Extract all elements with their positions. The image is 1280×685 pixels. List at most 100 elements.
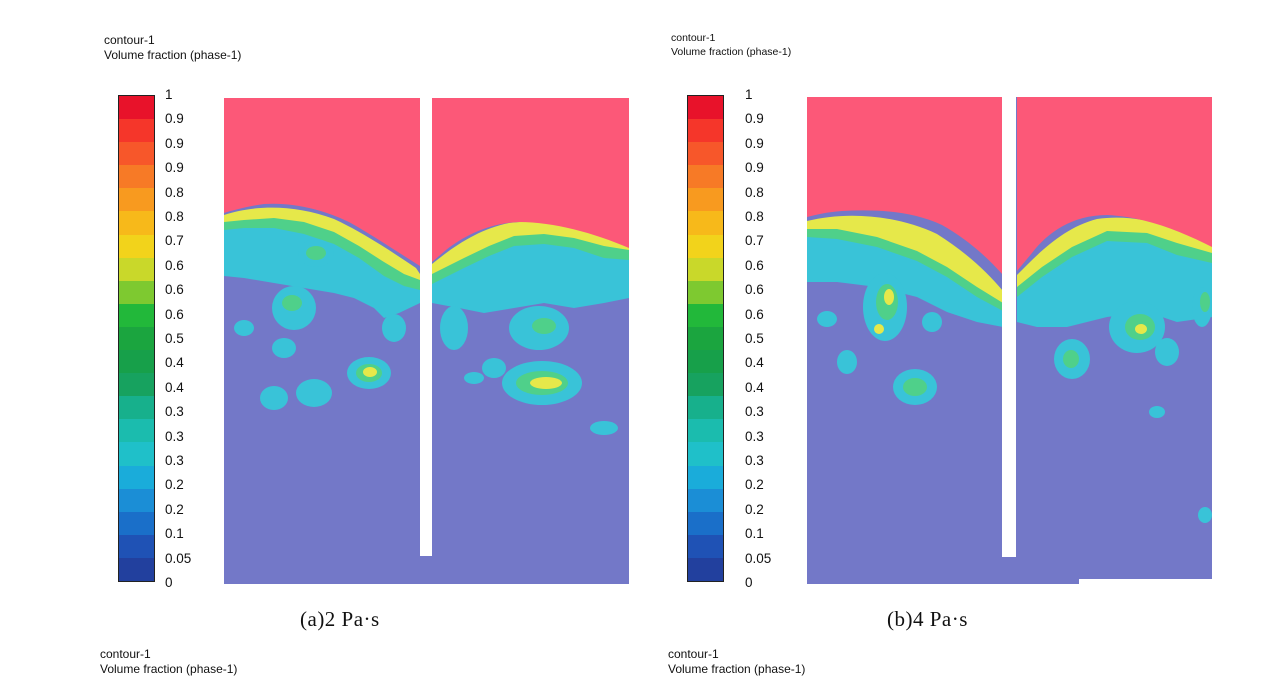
panel-a-colorbar-tick-label: 0.9 — [165, 111, 184, 127]
panel-a-colorbar-tick-label: 0.2 — [165, 477, 184, 493]
panel-b-colorbar-segment — [688, 188, 723, 212]
panel-b-colorbar-tick-label: 0.8 — [745, 209, 764, 224]
panel-a-header-line2: Volume fraction (phase-1) — [104, 48, 242, 62]
panel-a-colorbar-tick-label: 0.1 — [165, 526, 184, 542]
panel-b-colorbar-tick-label: 1 — [745, 87, 753, 102]
lower-panel-right-header-line1: contour-1 — [668, 647, 719, 661]
panel-a-top-phase-right — [432, 98, 629, 262]
panel-b-colorbar-segment — [688, 396, 723, 420]
panel-b-colorbar-segment — [688, 303, 723, 327]
panel-a-colorbar-segment — [119, 188, 154, 212]
panel-b-contour-plot — [807, 97, 1212, 584]
panel-a-colorbar-tick-label: 0.6 — [165, 282, 184, 298]
panel-b-colorbar-tick-label: 0.6 — [745, 282, 764, 298]
panel-b-colorbar-tick-label: 0.3 — [745, 404, 764, 420]
panel-a-top-phase-left — [224, 98, 420, 266]
panel-a-colorbar-tick-label: 0.8 — [165, 184, 184, 200]
panel-a-baffle — [420, 98, 432, 556]
panel-a-colorbar-tick-label: 0.7 — [165, 233, 184, 249]
panel-a-colorbar-segment — [119, 119, 154, 143]
panel-b-colorbar-segment — [688, 488, 723, 512]
lower-panel-left-header: contour-1 Volume fraction (phase-1) — [100, 647, 237, 677]
panel-b-colorbar-segment — [688, 511, 723, 535]
panel-a-colorbar-segment — [119, 373, 154, 397]
panel-a-interface-yellow — [224, 207, 420, 280]
panel-b-colorbar-tick-label: 0.2 — [745, 477, 764, 493]
panel-b-top-phase-left — [807, 97, 1003, 275]
panel-a-colorbar-segment — [119, 326, 154, 351]
panel-a-colorbar-tick-label: 0 — [165, 575, 173, 590]
panel-a-colorbar-tick-label: 1 — [165, 87, 173, 102]
panel-a-colorbar-ticks: 1 0.9 0.9 0.9 0.8 0.8 0.7 0.6 0.6 0.6 0.5 0.4 0.4 0.3… — [165, 87, 215, 590]
panel-b-colorbar-segment — [688, 442, 723, 466]
panel-b-colorbar-tick-label: 0.4 — [745, 379, 764, 395]
panel-a-colorbar-segment — [119, 511, 154, 535]
panel-b-colorbar-segment — [688, 211, 723, 235]
panel-b-caption: (b)4 Pa·s — [887, 607, 968, 631]
panel-b-colorbar-segment — [688, 557, 723, 581]
panel-b-colorbar-tick-label: 0.8 — [745, 184, 764, 200]
panel-a-colorbar-segment — [119, 234, 154, 258]
panel-b-colorbar-segment — [688, 257, 723, 281]
panel-a-colorbar-tick-label: 0.6 — [165, 257, 184, 273]
panel-b-colorbar-segment — [688, 326, 723, 351]
panel-b-colorbar-tick-label: 0.1 — [745, 526, 764, 542]
panel-a-colorbar-segment — [119, 396, 154, 420]
panel-b-colorbar-tick-label: 0.3 — [745, 453, 764, 468]
panel-a-colorbar-segment — [119, 465, 154, 489]
panel-a-colorbar-tick-label: 0.5 — [165, 331, 184, 346]
panel-b-colorbar-segment — [688, 280, 723, 304]
panel-a-contour-plot — [224, 98, 629, 584]
panel-a-colorbar-segment — [119, 303, 154, 327]
panel-b-colorbar-segment — [688, 165, 723, 189]
panel-b-baffle — [1002, 97, 1016, 557]
panel-b-colorbar-segment — [688, 419, 723, 443]
lower-panel-left-header-line2: Volume fraction (phase-1) — [100, 662, 238, 676]
panel-b-header-line2: Volume fraction (phase-1) — [671, 46, 792, 58]
panel-a-colorbar-tick-label: 0.3 — [165, 453, 184, 468]
panel-a-colorbar-segment — [119, 419, 154, 443]
panel-a-colorbar-segment — [119, 257, 154, 281]
panel-a-colorbar-tick-label: 0.05 — [165, 550, 192, 566]
panel-a-colorbar-segment — [119, 165, 154, 189]
panel-b-colorbar-tick-label: 0.9 — [745, 111, 764, 127]
panel-b-colorbar-tick-label: 0.7 — [745, 233, 764, 249]
panel-b-colorbar-tick-label: 0 — [745, 575, 753, 590]
panel-a-colorbar-segment — [119, 442, 154, 466]
panel-b-colorbar-ticks: 1 0.9 0.9 0.9 0.8 0.8 0.7 0.6 0.6 0.6 0.5 0.4 0.4 0.3… — [745, 87, 795, 590]
panel-a-colorbar-tick-label: 0.3 — [165, 428, 184, 444]
panel-b-colorbar-segment — [688, 373, 723, 397]
panel-a-caption: (a)2 Pa·s — [300, 607, 380, 631]
panel-a-colorbar-tick-label: 0.9 — [165, 160, 184, 176]
panel-b-top-phase-right — [1017, 97, 1212, 271]
panel-b-colorbar-tick-label: 0.2 — [745, 501, 764, 517]
panel-a-colorbar-tick-label: 0.3 — [165, 404, 184, 420]
panel-a-colorbar — [118, 95, 155, 582]
panel-b-colorbar-tick-label: 0.5 — [745, 331, 764, 346]
panel-b-colorbar-segment — [688, 350, 723, 374]
panel-a-colorbar-segment — [119, 280, 154, 304]
lower-panel-right-header-line2: Volume fraction (phase-1) — [668, 662, 806, 676]
panel-b-colorbar-segment — [688, 465, 723, 489]
panel-b-colorbar-tick-label: 0.05 — [745, 550, 772, 566]
panel-b-colorbar-segment — [688, 119, 723, 143]
panel-b-colorbar-segment — [688, 534, 723, 558]
panel-b-colorbar-tick-label: 0.6 — [745, 306, 764, 322]
panel-b-colorbar-tick-label: 0.4 — [745, 355, 764, 371]
panel-b-header: contour-1 Volume fraction (phase-1) — [671, 31, 791, 59]
panel-a-colorbar-tick-label: 0.4 — [165, 379, 184, 395]
panel-a-colorbar-tick-label: 0.4 — [165, 355, 184, 371]
panel-a-colorbar-tick-label: 0.9 — [165, 135, 184, 151]
panel-a-colorbar-segment — [119, 534, 154, 558]
panel-b-header-line1: contour-1 — [671, 32, 716, 44]
panel-a-header-line1: contour-1 — [104, 33, 155, 47]
panel-b-colorbar-tick-label: 0.9 — [745, 160, 764, 176]
panel-a-colorbar-segment — [119, 557, 154, 581]
panel-a-colorbar-tick-label: 0.8 — [165, 209, 184, 224]
panel-b-colorbar-tick-label: 0.9 — [745, 135, 764, 151]
panel-b-colorbar-segment — [688, 234, 723, 258]
panel-a-colorbar-tick-label: 0.2 — [165, 501, 184, 517]
panel-a-colorbar-segment — [119, 96, 154, 120]
lower-panel-right-header: contour-1 Volume fraction (phase-1) — [668, 647, 805, 677]
panel-a-colorbar-segment — [119, 142, 154, 166]
